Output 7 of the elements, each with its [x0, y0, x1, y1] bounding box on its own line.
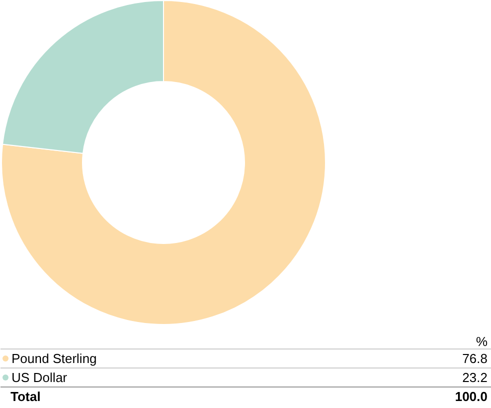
- data-label: 76.8: [462, 351, 488, 366]
- data-label: 23.2: [462, 370, 488, 385]
- text: %: [476, 334, 488, 349]
- text: 100.0: [454, 389, 488, 404]
- text: Total: [10, 389, 41, 404]
- legend-label: Pound Sterling: [12, 351, 97, 366]
- legend-label: US Dollar: [12, 370, 68, 385]
